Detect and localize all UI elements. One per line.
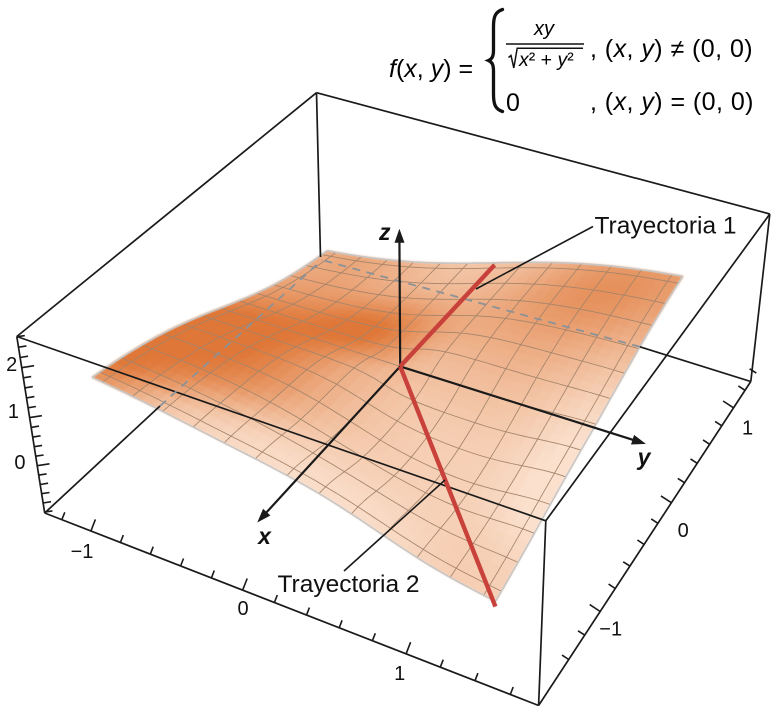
- svg-text:0: 0: [678, 520, 689, 542]
- svg-text:Trayectoria 2: Trayectoria 2: [278, 571, 420, 598]
- svg-text:0: 0: [14, 452, 25, 474]
- svg-text:2: 2: [6, 354, 17, 376]
- svg-text:, (x, y) = (0, 0): , (x, y) = (0, 0): [590, 88, 754, 116]
- svg-text:1: 1: [394, 663, 405, 685]
- svg-text:1: 1: [8, 401, 19, 423]
- svg-text:0: 0: [506, 89, 520, 117]
- svg-text:xy: xy: [533, 18, 555, 40]
- svg-text:−1: −1: [71, 541, 94, 563]
- svg-text:y: y: [637, 444, 652, 470]
- svg-text:, (x, y) ≠ (0, 0): , (x, y) ≠ (0, 0): [590, 35, 753, 63]
- svg-text:z: z: [378, 219, 391, 245]
- svg-text:x² + y²: x² + y²: [518, 49, 574, 71]
- svg-text:f(x, y) =: f(x, y) =: [389, 55, 473, 83]
- svg-text:1: 1: [742, 418, 753, 440]
- svg-text:−1: −1: [599, 619, 622, 641]
- svg-text:Trayectoria 1: Trayectoria 1: [595, 213, 737, 240]
- svg-text:0: 0: [237, 598, 248, 620]
- svg-text:x: x: [256, 523, 272, 549]
